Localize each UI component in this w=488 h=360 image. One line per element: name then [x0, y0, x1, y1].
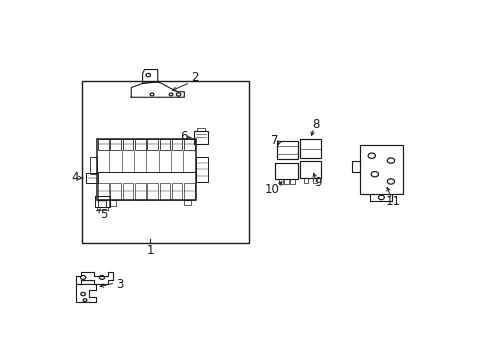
Bar — [312, 178, 317, 183]
Bar — [82, 81, 248, 243]
Bar — [300, 161, 320, 178]
Bar — [195, 157, 208, 182]
Text: 7: 7 — [270, 134, 278, 147]
Bar — [109, 200, 116, 206]
Bar — [184, 183, 194, 200]
Bar — [172, 183, 182, 200]
Bar — [110, 139, 121, 150]
Bar — [90, 157, 97, 174]
Text: 3: 3 — [116, 278, 123, 291]
Text: 5: 5 — [100, 208, 107, 221]
Bar — [135, 183, 145, 200]
Bar — [122, 183, 133, 200]
Bar — [275, 163, 298, 179]
Bar — [122, 139, 133, 150]
Text: 6: 6 — [180, 130, 187, 143]
Bar — [359, 145, 402, 194]
Text: 10: 10 — [264, 183, 280, 196]
Bar — [284, 179, 288, 184]
Bar — [289, 179, 294, 184]
Bar — [98, 183, 108, 200]
Text: 4: 4 — [71, 171, 79, 184]
Bar — [193, 131, 208, 144]
Bar — [172, 139, 182, 150]
Text: 2: 2 — [191, 71, 198, 84]
Bar — [110, 183, 121, 200]
Bar — [135, 139, 145, 150]
Bar — [97, 207, 108, 210]
Text: 1: 1 — [146, 244, 154, 257]
Text: 9: 9 — [314, 176, 321, 189]
Bar — [159, 139, 170, 150]
Bar — [183, 200, 190, 205]
Bar — [300, 139, 320, 158]
Bar — [95, 196, 109, 207]
Bar — [97, 139, 195, 200]
Bar — [85, 173, 98, 183]
Bar — [303, 178, 307, 183]
Bar — [98, 139, 108, 150]
Text: 11: 11 — [385, 195, 400, 208]
Text: 8: 8 — [311, 118, 319, 131]
Bar — [184, 139, 194, 150]
Bar — [98, 200, 106, 207]
Bar — [277, 141, 298, 159]
Bar — [197, 128, 204, 131]
Bar — [159, 183, 170, 200]
Bar — [278, 179, 283, 184]
Bar — [147, 183, 158, 200]
Bar — [147, 139, 158, 150]
